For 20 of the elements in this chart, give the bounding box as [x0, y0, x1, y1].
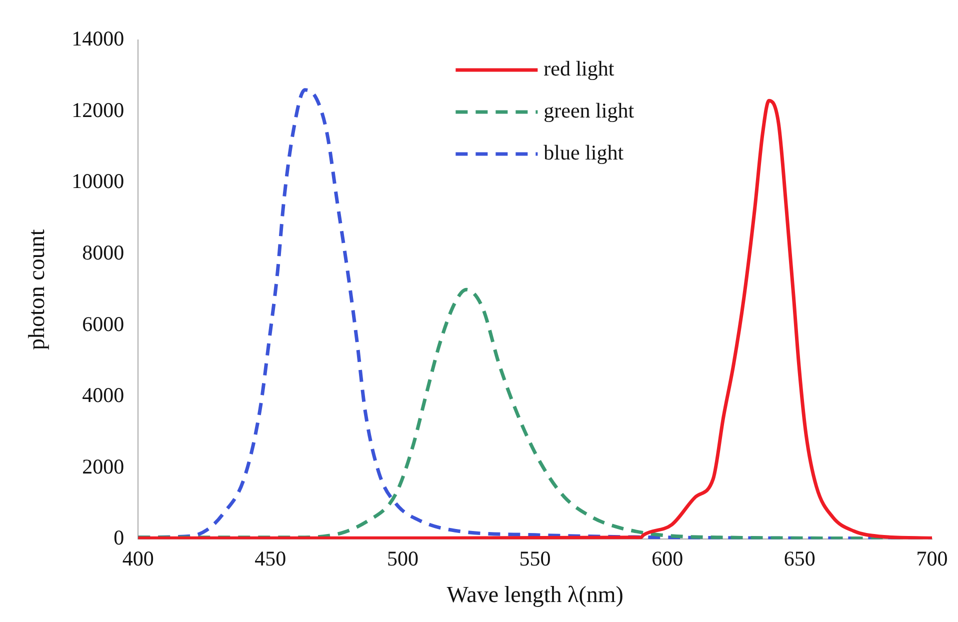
y-tick-label: 0 — [114, 526, 124, 550]
y-tick-label: 2000 — [82, 454, 124, 478]
legend-label: blue light — [544, 140, 624, 164]
legend-label: green light — [544, 98, 634, 122]
y-axis-title: photon count — [24, 228, 49, 350]
x-tick-label: 500 — [386, 546, 418, 570]
x-axis-title: Wave length λ(nm) — [446, 582, 624, 608]
y-tick-label: 6000 — [82, 312, 124, 336]
x-tick-label: 400 — [122, 546, 154, 570]
y-tick-label: 12000 — [72, 98, 124, 122]
y-tick-label: 8000 — [82, 240, 124, 264]
y-tick-label: 10000 — [72, 169, 124, 194]
x-tick-label: 600 — [652, 546, 684, 570]
legend-label: red light — [544, 56, 614, 80]
y-tick-label: 14000 — [72, 26, 124, 51]
y-tick-label: 4000 — [82, 383, 124, 408]
x-tick-label: 700 — [916, 546, 948, 570]
x-tick-label: 550 — [519, 546, 551, 570]
x-tick-label: 650 — [784, 546, 816, 570]
x-tick-label: 450 — [254, 546, 286, 570]
